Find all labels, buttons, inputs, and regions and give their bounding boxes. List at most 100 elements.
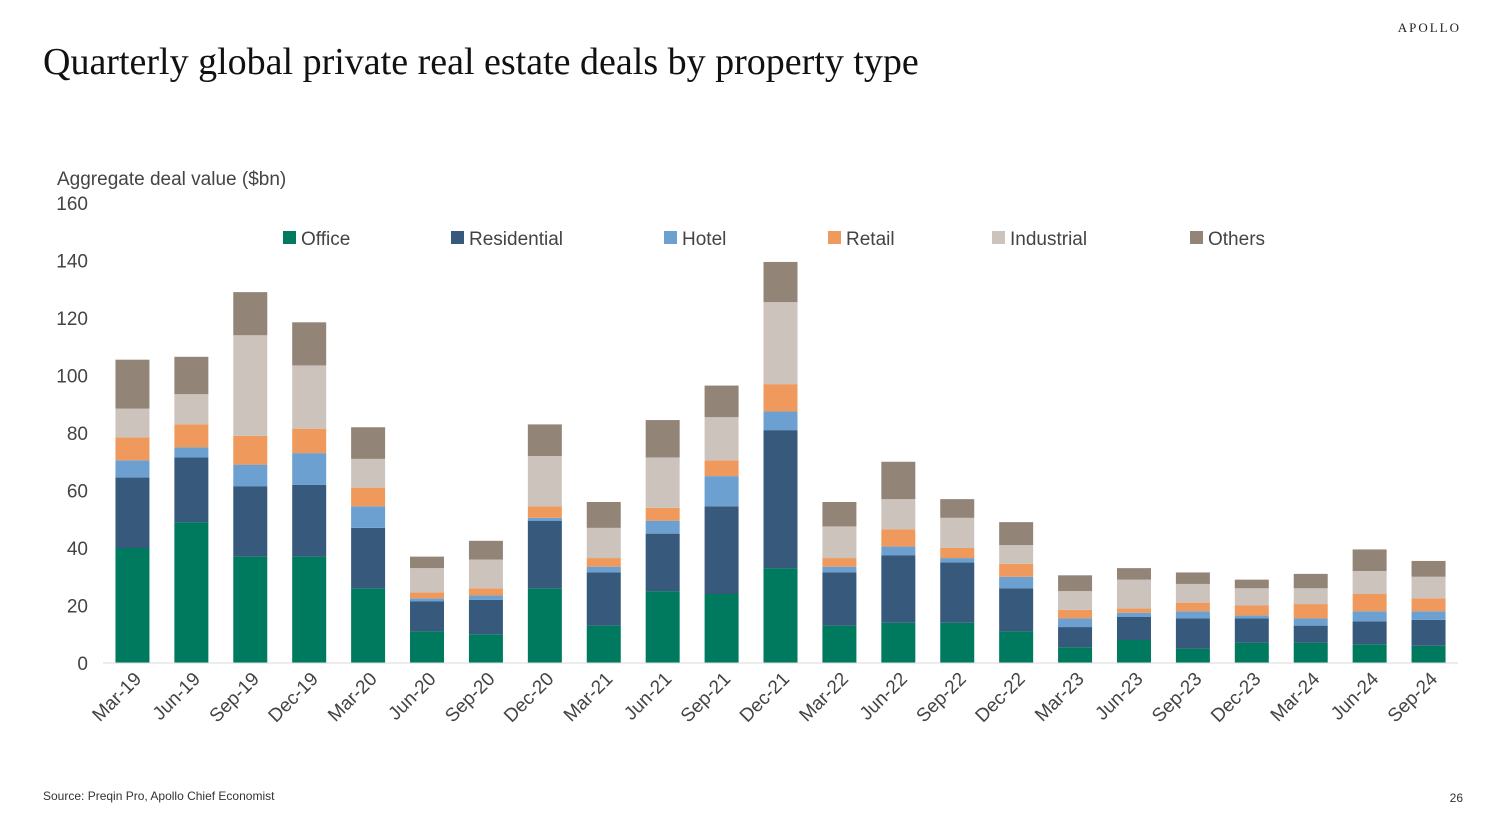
y-axis-label: Aggregate deal value ($bn) bbox=[57, 169, 286, 190]
bar-segment-office bbox=[1352, 644, 1387, 663]
bar-segment-residential bbox=[1411, 619, 1446, 646]
bar-segment-industrial bbox=[1352, 571, 1387, 594]
bar-segment-others bbox=[763, 261, 798, 303]
bar-segment-retail bbox=[881, 529, 916, 547]
bar-segment-residential bbox=[1175, 618, 1210, 649]
bar-segment-retail bbox=[351, 487, 386, 507]
bar-segment-residential bbox=[410, 601, 445, 632]
legend-swatch-office bbox=[283, 231, 296, 244]
bar-segment-others bbox=[1352, 549, 1387, 571]
bar-segment-others bbox=[351, 427, 386, 459]
x-tick-label: Dec-23 bbox=[1207, 669, 1265, 727]
bar-segment-retail bbox=[1234, 605, 1269, 616]
x-tick-label: Jun-19 bbox=[149, 669, 205, 725]
bar-segment-industrial bbox=[174, 394, 209, 425]
bar-segment-industrial bbox=[1116, 579, 1151, 609]
bar-segment-office bbox=[586, 625, 621, 664]
bar-segment-others bbox=[586, 502, 621, 528]
bar-segment-others bbox=[999, 522, 1034, 546]
bar-segment-hotel bbox=[999, 576, 1034, 589]
bar-segment-hotel bbox=[1058, 618, 1093, 628]
bar-segment-others bbox=[1116, 568, 1151, 580]
bar-segment-others bbox=[940, 499, 975, 518]
bar-segment-others bbox=[174, 356, 209, 395]
bars bbox=[115, 261, 1446, 664]
bar-segment-residential bbox=[586, 572, 621, 626]
bar-segment-residential bbox=[1293, 625, 1328, 643]
bar-segment-others bbox=[115, 359, 150, 409]
bar-segment-industrial bbox=[1411, 576, 1446, 599]
legend-swatch-retail bbox=[828, 231, 841, 244]
bar-segment-industrial bbox=[410, 568, 445, 593]
bar-segment-retail bbox=[940, 548, 975, 559]
x-tick-label: Sep-19 bbox=[206, 669, 264, 727]
bar-segment-industrial bbox=[586, 527, 621, 559]
bar-segment-residential bbox=[292, 484, 327, 557]
bar-segment-office bbox=[940, 622, 975, 663]
bar-segment-hotel bbox=[174, 447, 209, 458]
bar-segment-residential bbox=[1234, 618, 1269, 643]
brand-logo: APOLLO bbox=[1397, 20, 1461, 35]
bar-segment-retail bbox=[1293, 604, 1328, 619]
bar-segment-office bbox=[881, 622, 916, 663]
bar-segment-retail bbox=[1058, 609, 1093, 619]
x-tick-label: Sep-21 bbox=[677, 669, 735, 727]
bar-segment-hotel bbox=[1352, 611, 1387, 622]
bar-segment-hotel bbox=[351, 506, 386, 528]
bar-segment-office bbox=[1116, 640, 1151, 663]
bar-segment-industrial bbox=[940, 517, 975, 548]
x-tick-label: Dec-22 bbox=[972, 669, 1030, 727]
bar-segment-retail bbox=[1175, 602, 1210, 612]
y-tick-label: 40 bbox=[67, 539, 88, 560]
y-tick-label: 20 bbox=[67, 597, 88, 618]
x-tick-label: Mar-20 bbox=[324, 669, 381, 726]
bar-segment-residential bbox=[174, 457, 209, 523]
legend-swatch-others bbox=[1190, 231, 1203, 244]
legend-label-retail: Retail bbox=[846, 229, 895, 250]
bar-segment-residential bbox=[1116, 617, 1151, 640]
bar-segment-office bbox=[174, 522, 209, 664]
bar-segment-retail bbox=[704, 460, 739, 477]
bar-segment-industrial bbox=[881, 499, 916, 530]
bar-segment-residential bbox=[763, 430, 798, 569]
bar-segment-retail bbox=[586, 558, 621, 567]
x-tick-label: Sep-20 bbox=[441, 669, 499, 727]
bar-segment-others bbox=[1234, 579, 1269, 589]
legend-swatch-residential bbox=[451, 231, 464, 244]
legend: Office Residential Hotel Retail Industrial Ot… bbox=[283, 229, 1265, 250]
bar-segment-industrial bbox=[1234, 588, 1269, 606]
x-tick-label: Mar-22 bbox=[796, 669, 853, 726]
bar-segment-office bbox=[1293, 642, 1328, 664]
bar-segment-others bbox=[1411, 560, 1446, 577]
bar-segment-hotel bbox=[1175, 611, 1210, 619]
bar-segment-hotel bbox=[881, 546, 916, 556]
bar-segment-others bbox=[822, 502, 857, 527]
bar-segment-retail bbox=[410, 592, 445, 599]
bar-segment-residential bbox=[115, 477, 150, 548]
bar-segment-hotel bbox=[468, 595, 503, 600]
bar-segment-industrial bbox=[527, 456, 562, 507]
bar-segment-hotel bbox=[527, 517, 562, 521]
legend-label-hotel: Hotel bbox=[682, 229, 726, 250]
bar-segment-others bbox=[1175, 572, 1210, 584]
bar-segment-office bbox=[351, 588, 386, 663]
bar-segment-residential bbox=[527, 520, 562, 589]
bar-segment-office bbox=[1411, 645, 1446, 663]
bar-segment-residential bbox=[351, 527, 386, 589]
y-tick-label: 160 bbox=[56, 194, 88, 215]
bar-segment-residential bbox=[822, 572, 857, 626]
bar-segment-office bbox=[115, 548, 150, 663]
bar-segment-hotel bbox=[292, 453, 327, 485]
x-tick-label: Dec-21 bbox=[736, 669, 794, 727]
bar-segment-others bbox=[233, 292, 268, 336]
bar-segment-office bbox=[645, 591, 680, 664]
bar-segment-residential bbox=[881, 555, 916, 623]
bar-segment-others bbox=[881, 461, 916, 500]
legend-label-residential: Residential bbox=[469, 229, 563, 250]
y-axis-ticks: 0 20 40 60 80 100 120 140 160 bbox=[56, 194, 88, 675]
x-tick-label: Mar-23 bbox=[1031, 669, 1088, 726]
x-tick-label: Mar-24 bbox=[1267, 668, 1325, 726]
bar-segment-retail bbox=[1116, 608, 1151, 613]
bar-segment-office bbox=[527, 588, 562, 663]
